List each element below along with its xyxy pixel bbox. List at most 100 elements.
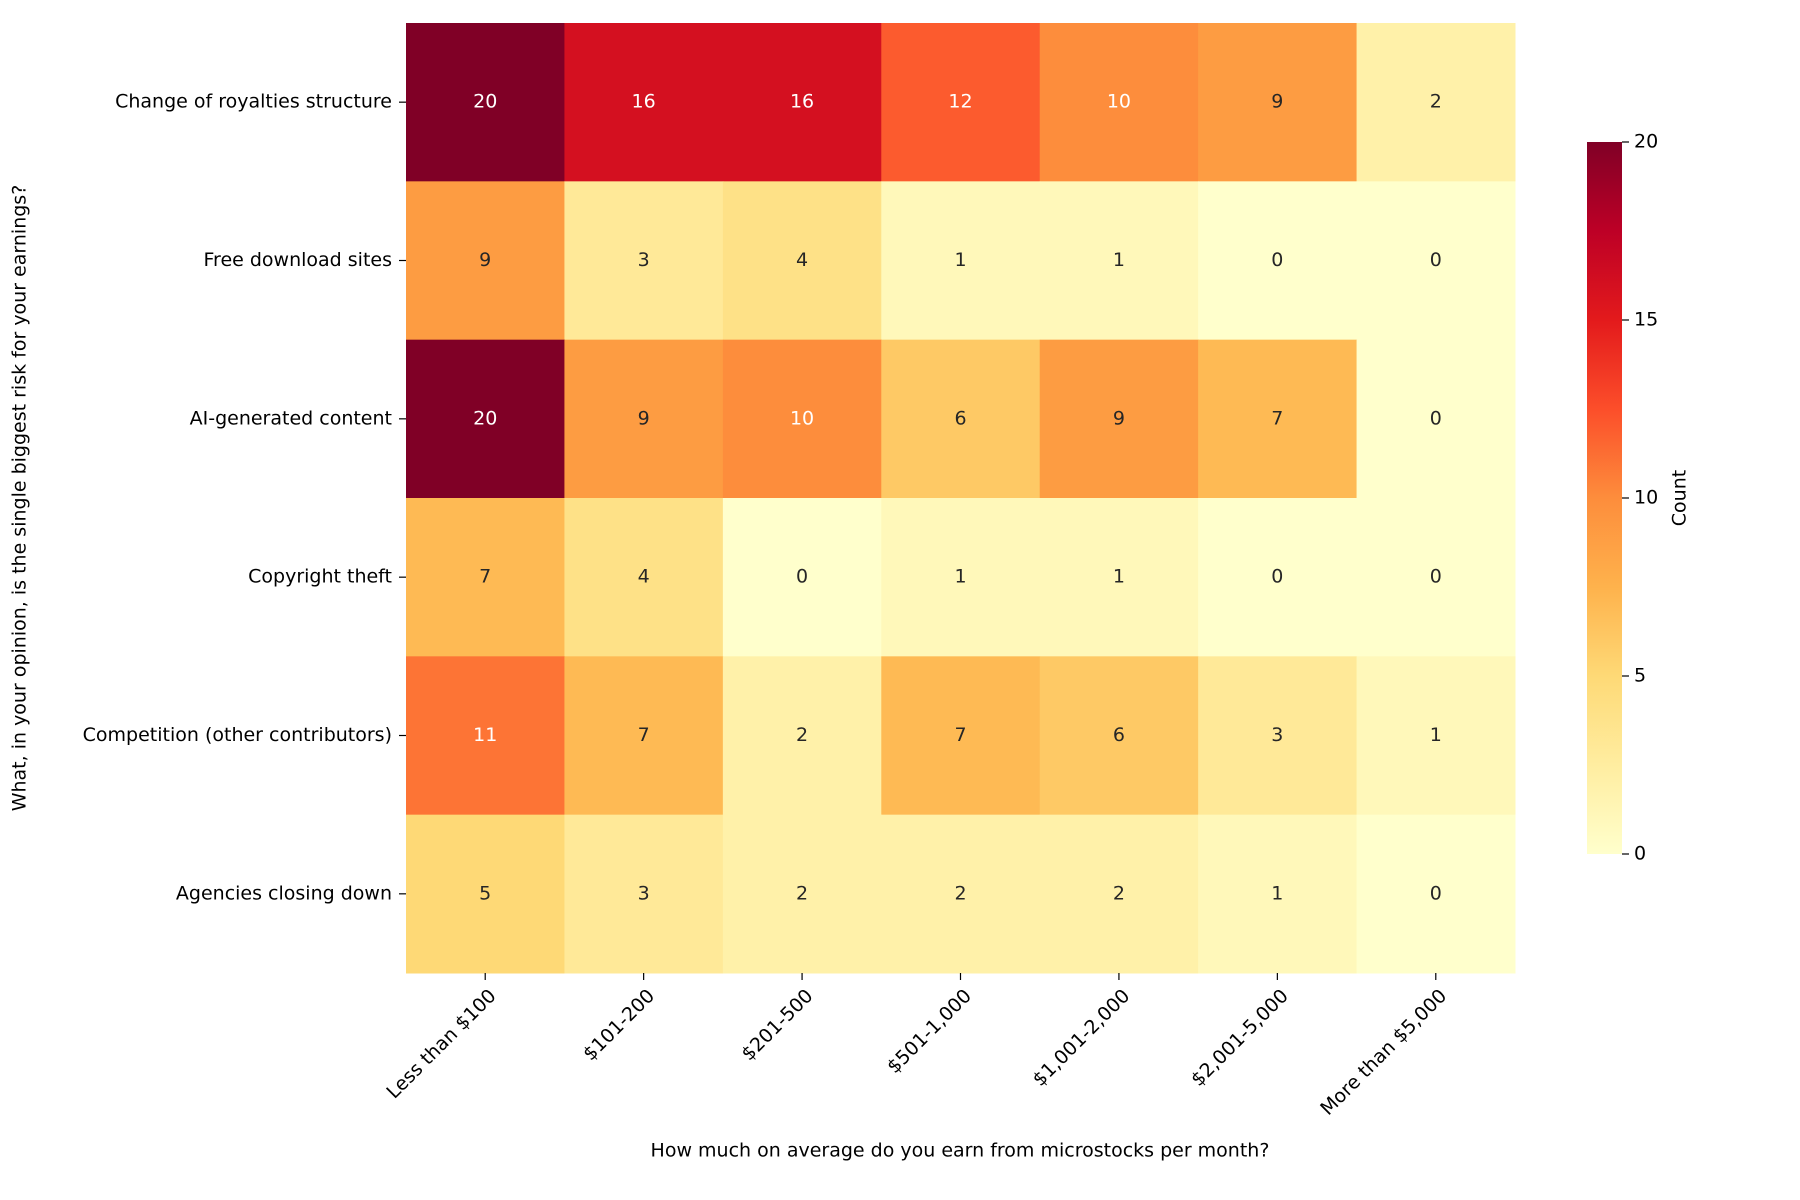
heatmap-cell bbox=[564, 339, 724, 499]
cell-value-label: 1 bbox=[954, 566, 966, 588]
heatmap-cell bbox=[564, 181, 724, 341]
heatmap-cell bbox=[881, 498, 1041, 657]
heatmap-cell bbox=[722, 339, 882, 499]
cell-value-label: 3 bbox=[638, 882, 650, 904]
x-tick-label: More than $5,000 bbox=[1316, 985, 1451, 1120]
cell-value-label: 10 bbox=[790, 407, 814, 429]
heatmap-cell bbox=[1198, 656, 1358, 816]
heatmap-cell bbox=[722, 23, 882, 182]
heatmap-cell bbox=[406, 656, 565, 816]
heatmap-cell bbox=[881, 656, 1041, 816]
heatmap-cell bbox=[1198, 498, 1358, 657]
heatmap-cell bbox=[1198, 23, 1358, 182]
heatmap-cell bbox=[722, 181, 882, 341]
heatmap-cell bbox=[564, 23, 724, 182]
heatmap-cell bbox=[1356, 339, 1516, 499]
y-axis-label: What, in your opinion, is the single big… bbox=[9, 185, 31, 812]
heatmap-cell bbox=[1039, 498, 1199, 657]
cell-value-label: 0 bbox=[1271, 249, 1283, 271]
x-tick-label: $1,001-2,000 bbox=[1028, 985, 1134, 1091]
heatmap-cell bbox=[406, 23, 565, 182]
cell-value-label: 16 bbox=[790, 91, 814, 113]
cell-value-label: 20 bbox=[473, 407, 497, 429]
heatmap-cell bbox=[1039, 656, 1199, 816]
heatmap-cell bbox=[1356, 814, 1516, 974]
y-tick-label: Copyright theft bbox=[248, 566, 392, 588]
cell-value-label: 4 bbox=[796, 249, 808, 271]
heatmap-cell bbox=[881, 23, 1041, 182]
cell-value-label: 12 bbox=[948, 91, 972, 113]
cell-value-label: 10 bbox=[1107, 91, 1131, 113]
cell-value-label: 9 bbox=[1271, 91, 1283, 113]
cell-value-label: 1 bbox=[1430, 724, 1442, 746]
heatmap-cell bbox=[1039, 181, 1199, 341]
x-tick-label: $101-200 bbox=[579, 985, 659, 1065]
cell-value-label: 16 bbox=[632, 91, 656, 113]
heatmap-cell bbox=[564, 814, 724, 974]
cell-value-label: 9 bbox=[638, 407, 650, 429]
heatmap-cell bbox=[406, 498, 565, 657]
heatmap-cell bbox=[1356, 656, 1516, 816]
colorbar-tick-label: 20 bbox=[1634, 131, 1658, 153]
cell-value-label: 2 bbox=[796, 882, 808, 904]
cell-value-label: 0 bbox=[1430, 407, 1442, 429]
cell-value-label: 0 bbox=[1430, 249, 1442, 271]
cell-value-label: 5 bbox=[479, 882, 491, 904]
heatmap-cell bbox=[722, 656, 882, 816]
heatmap-cell bbox=[722, 498, 882, 657]
cell-value-label: 6 bbox=[1113, 724, 1125, 746]
cell-value-label: 0 bbox=[796, 566, 808, 588]
cell-value-label: 3 bbox=[1271, 724, 1283, 746]
cell-value-label: 0 bbox=[1430, 882, 1442, 904]
heatmap-cell bbox=[1039, 339, 1199, 499]
heatmap-cell bbox=[564, 498, 724, 657]
heatmap-cell bbox=[1356, 498, 1516, 657]
heatmap-cell bbox=[881, 181, 1041, 341]
cell-value-label: 1 bbox=[1113, 566, 1125, 588]
heatmap-cell bbox=[1198, 181, 1358, 341]
cell-value-label: 7 bbox=[479, 566, 491, 588]
heatmap-cell bbox=[881, 814, 1041, 974]
heatmap-cell bbox=[1198, 339, 1358, 499]
cell-value-label: 4 bbox=[638, 566, 650, 588]
heatmap-cell bbox=[406, 339, 565, 499]
heatmap-cell bbox=[722, 814, 882, 974]
cell-value-label: 0 bbox=[1430, 566, 1442, 588]
cell-value-label: 1 bbox=[1271, 882, 1283, 904]
heatmap-cell bbox=[406, 814, 565, 974]
heatmap-cell bbox=[1356, 181, 1516, 341]
y-tick-label: Competition (other contributors) bbox=[83, 724, 392, 746]
cell-value-label: 2 bbox=[1113, 882, 1125, 904]
y-tick-label: Agencies closing down bbox=[176, 882, 392, 904]
colorbar-label: Count bbox=[1669, 470, 1691, 526]
colorbar-tick-label: 10 bbox=[1634, 487, 1658, 509]
heatmap-cell bbox=[1039, 23, 1199, 182]
colorbar bbox=[1587, 142, 1622, 854]
cell-value-label: 1 bbox=[1113, 249, 1125, 271]
heatmap-cell bbox=[1039, 814, 1199, 974]
heatmap-cell bbox=[1356, 23, 1516, 182]
cell-value-label: 7 bbox=[1271, 407, 1283, 429]
colorbar-tick-label: 0 bbox=[1634, 843, 1646, 865]
cell-value-label: 7 bbox=[954, 724, 966, 746]
cell-value-label: 11 bbox=[473, 724, 497, 746]
x-tick-label: $201-500 bbox=[737, 985, 817, 1065]
cell-value-label: 9 bbox=[479, 249, 491, 271]
cell-value-label: 2 bbox=[1430, 91, 1442, 113]
x-axis-label: How much on average do you earn from mic… bbox=[651, 1140, 1270, 1162]
cell-value-label: 3 bbox=[638, 249, 650, 271]
cell-value-label: 9 bbox=[1113, 407, 1125, 429]
cell-value-label: 0 bbox=[1271, 566, 1283, 588]
cell-value-label: 1 bbox=[954, 249, 966, 271]
cell-value-label: 7 bbox=[638, 724, 650, 746]
y-tick-label: Free download sites bbox=[204, 249, 393, 271]
heatmap-cell bbox=[1198, 814, 1358, 974]
x-tick-label: Less than $100 bbox=[382, 985, 500, 1103]
heatmap-cell bbox=[881, 339, 1041, 499]
cell-value-label: 6 bbox=[954, 407, 966, 429]
x-tick-label: $2,001-5,000 bbox=[1187, 985, 1293, 1091]
cell-value-label: 2 bbox=[954, 882, 966, 904]
cell-value-label: 2 bbox=[796, 724, 808, 746]
heatmap-cell bbox=[564, 656, 724, 816]
